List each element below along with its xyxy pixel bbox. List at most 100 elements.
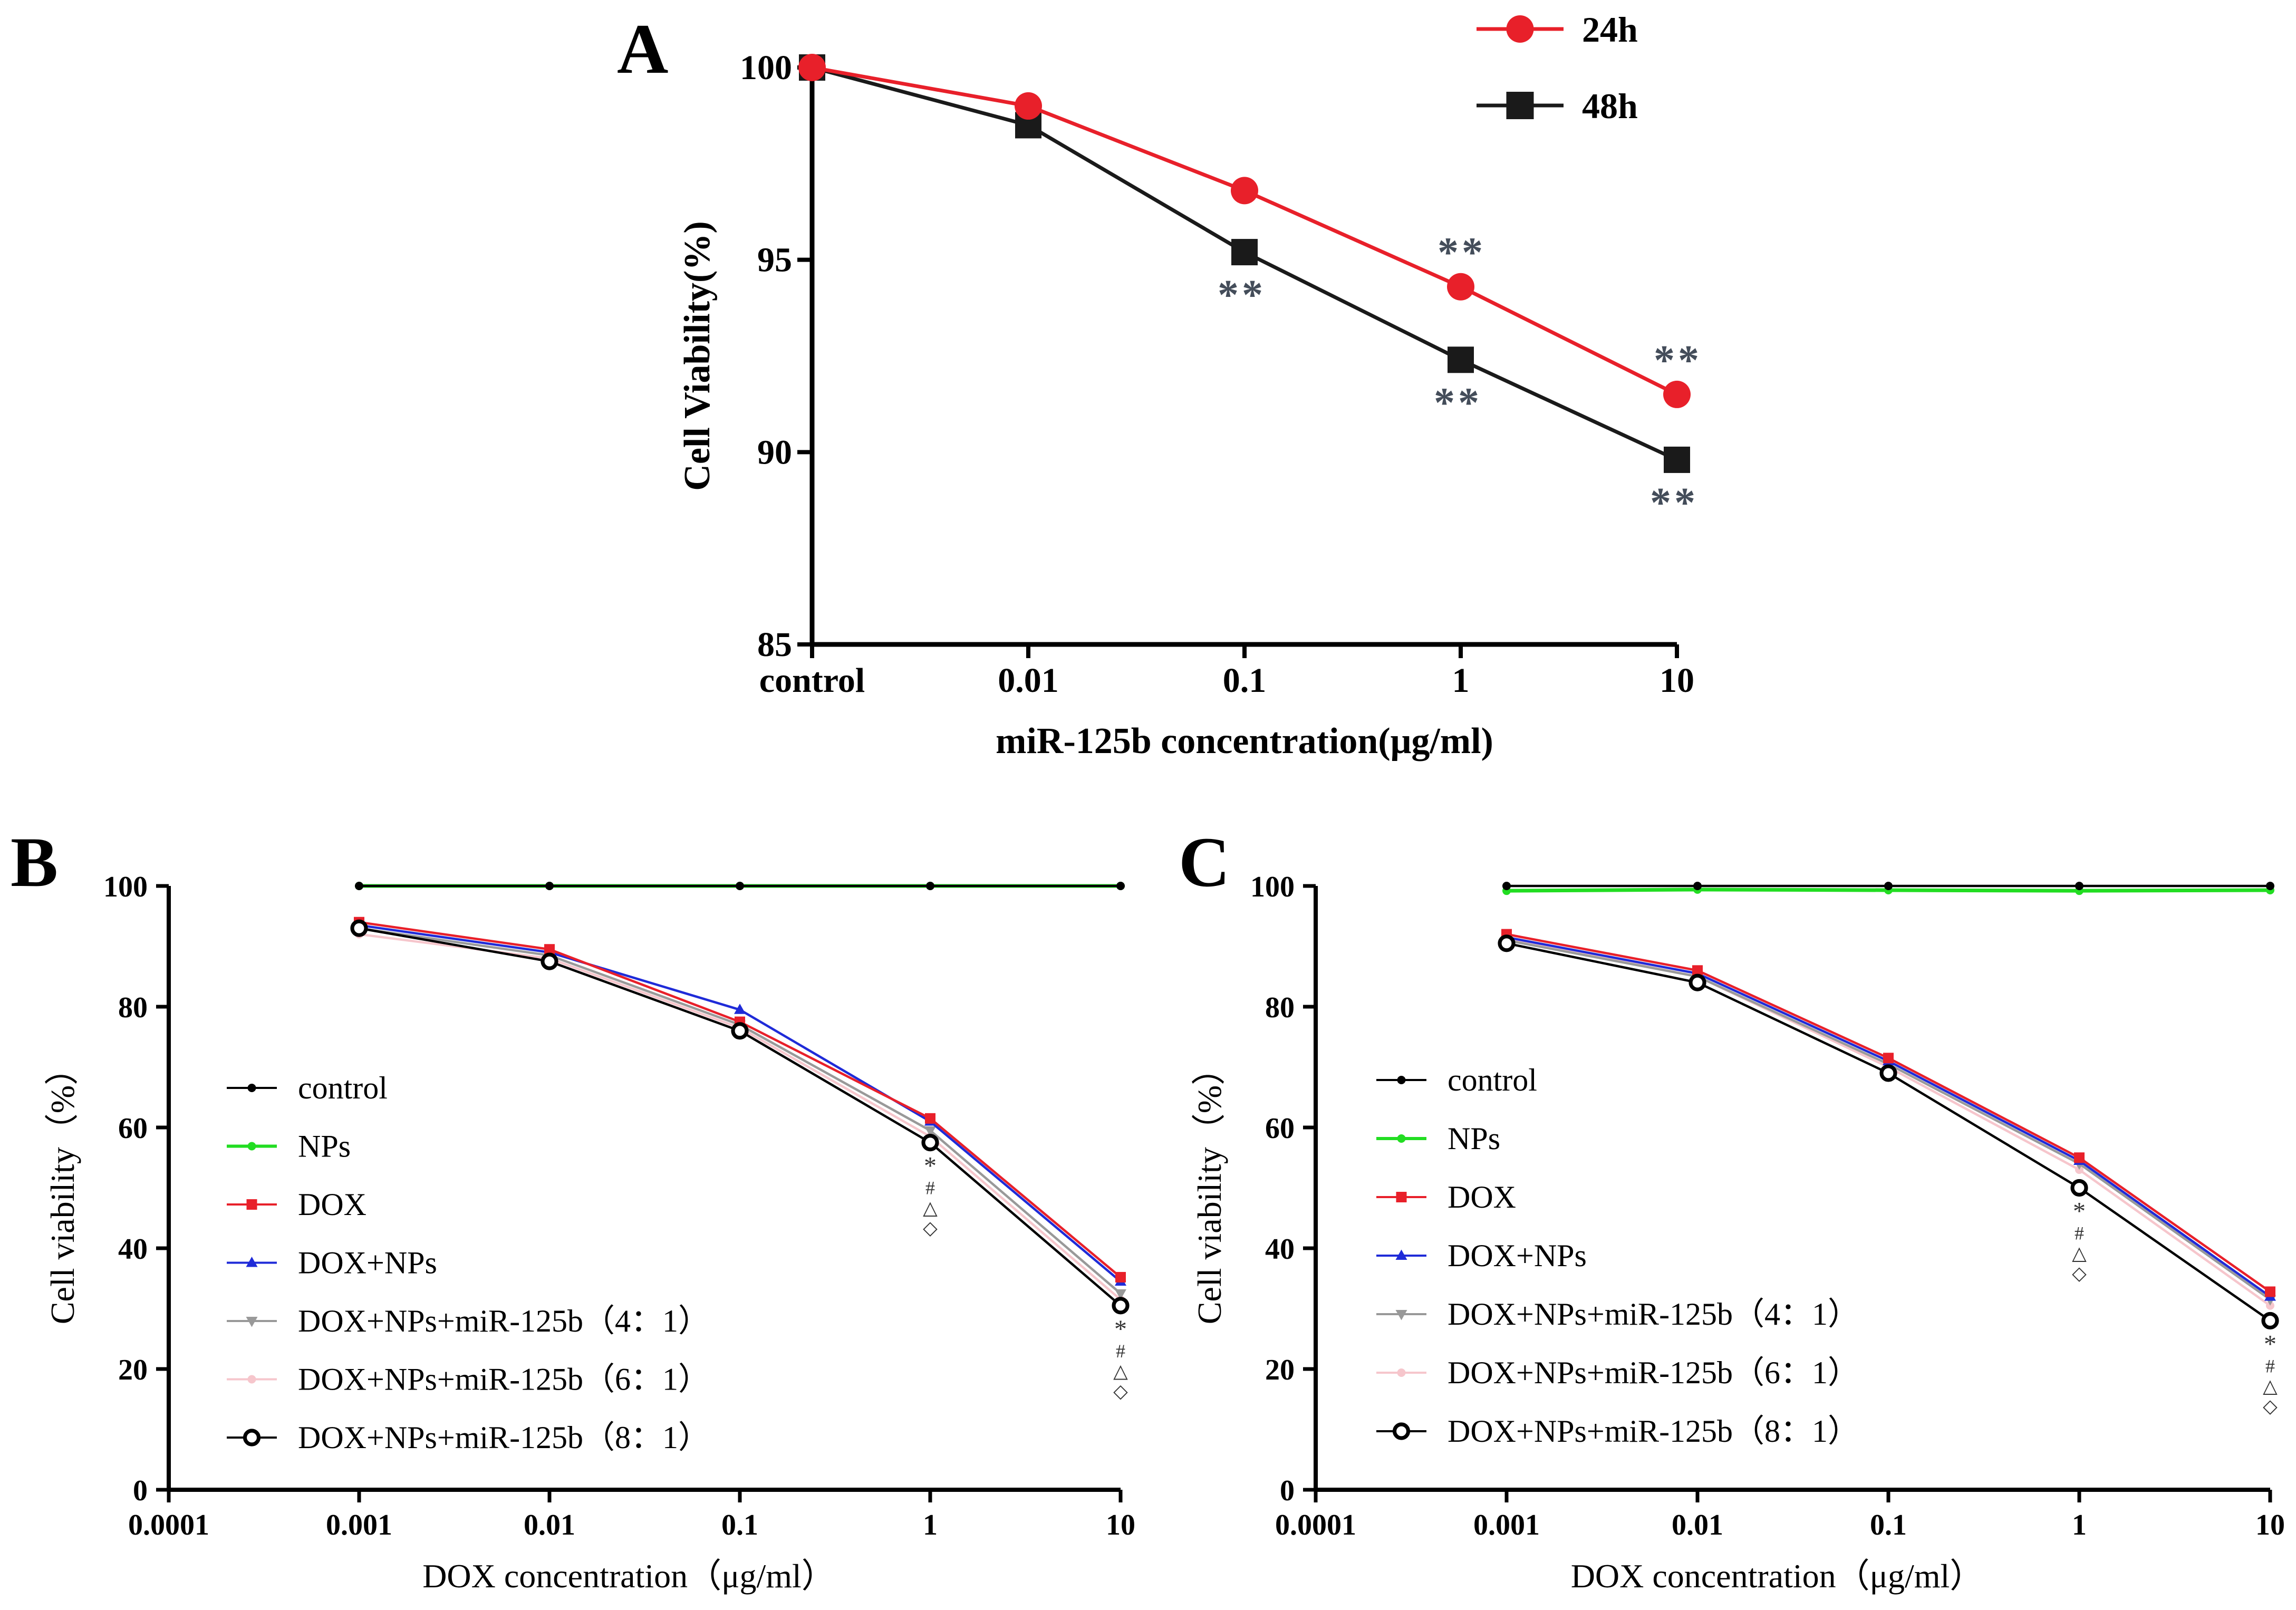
y-tick-label: 40 [1265, 1233, 1295, 1266]
significance-annotation: # [925, 1178, 935, 1199]
data-point-control [2266, 882, 2274, 890]
y-tick-label: 80 [1265, 991, 1295, 1024]
panel-label-b: B [11, 823, 58, 902]
data-point-dox [1883, 1053, 1894, 1064]
x-tick-label: 10 [2255, 1509, 2285, 1541]
legend-label-nps: NPs [298, 1129, 351, 1164]
significance-annotation: ** [1218, 272, 1266, 319]
x-tick-label: 0.01 [524, 1509, 575, 1541]
legend-marker-dox-nps-mir-125b-4-1 [1395, 1310, 1407, 1320]
significance-annotation: △ [2072, 1243, 2087, 1264]
x-tick-label: 0.1 [721, 1509, 758, 1541]
data-point-24h [1015, 92, 1042, 120]
legend-label-dox-nps-mir-125b-8-1: DOX+NPs+miR-125b（8：1） [298, 1420, 710, 1455]
series-line-dox-nps-mir-125b-6-1 [1506, 937, 2271, 1307]
data-point-48h [1448, 346, 1474, 373]
data-point-dox-nps-mir-125b-8-1 [350, 919, 368, 937]
data-point-dox-nps-mir-125b-4-1 [924, 1126, 936, 1137]
series-line-dox-nps-mir-125b-8-1 [1506, 942, 2271, 1322]
y-tick-label: 90 [757, 433, 792, 471]
significance-annotation: ** [1650, 480, 1699, 526]
data-point-dox-nps [734, 1004, 746, 1014]
data-point-dox [2074, 1152, 2085, 1163]
legend-label-dox: DOX [298, 1187, 366, 1222]
panel-c-cell-viability-dox: C 0 20 40 60 80 100 0.0001 0.001 0.01 0.1 1 10 DOX co… [1179, 823, 2285, 1595]
significance-annotation: △ [1113, 1361, 1128, 1382]
x-tick-label: 0.1 [1223, 661, 1267, 700]
legend-label-nps: NPs [1448, 1121, 1500, 1156]
legend-label-control: control [1448, 1063, 1537, 1097]
data-point-dox-nps-mir-125b-8-1 [2070, 1179, 2088, 1197]
legend-marker-dox-nps [246, 1257, 258, 1267]
panel-b-cell-viability-dox: B 0 20 40 60 80 100 0.0001 0.001 0.01 0.1 1 10 DOX co… [11, 823, 1135, 1595]
legend-label-dox-nps: DOX+NPs [298, 1246, 437, 1280]
data-point-control [1884, 882, 1893, 890]
data-point-control [1693, 882, 1702, 890]
series-dox-nps [353, 919, 1126, 1286]
legend-marker-nps [247, 1142, 256, 1151]
y-tick-label: 85 [757, 625, 792, 664]
legend-label-control: control [298, 1071, 388, 1105]
legend-marker-dox [1396, 1192, 1407, 1202]
data-point-24h [1231, 177, 1258, 205]
y-axis-title: Cell viability（%） [1191, 1052, 1228, 1324]
series-line-dox-nps [1506, 936, 2271, 1298]
panel-label-a: A [617, 10, 669, 89]
x-axis-title: DOX concentration（μg/ml） [422, 1557, 835, 1595]
x-tick-label: 10 [1106, 1509, 1135, 1541]
y-tick-label: 80 [118, 991, 148, 1024]
y-axis-title: Cell viability（%） [44, 1052, 81, 1324]
y-tick-label: 100 [103, 871, 148, 903]
y-tick-label: 20 [118, 1354, 148, 1386]
series-48h [799, 54, 1690, 473]
data-point-dox-nps-mir-125b-8-1 [541, 952, 558, 970]
significance-annotation: * [1114, 1315, 1127, 1343]
significance-annotation: # [2265, 1355, 2275, 1376]
data-point-dox-nps-mir-125b-8-1 [1689, 973, 1706, 991]
series-dox-nps [1501, 931, 2276, 1301]
legend-marker-dox-nps-mir-125b-8-1 [243, 1429, 261, 1447]
y-tick-label: 0 [1280, 1474, 1295, 1507]
significance-annotation: ◇ [923, 1218, 938, 1239]
series-dox [1501, 929, 2275, 1297]
series-dox-nps-mir-125b-6-1 [355, 930, 1125, 1304]
legend-label-dox-nps-mir-125b-6-1: DOX+NPs+miR-125b（6：1） [298, 1362, 710, 1397]
x-tick-label: 0.0001 [1275, 1509, 1356, 1541]
x-tick-label: control [759, 661, 865, 700]
legend-label-dox-nps-mir-125b-8-1: DOX+NPs+miR-125b（8：1） [1448, 1414, 1859, 1449]
significance-annotation: * [2073, 1198, 2086, 1226]
series-dox [354, 917, 1126, 1283]
x-tick-label: 0.0001 [128, 1509, 209, 1541]
y-tick-label: 100 [1250, 871, 1295, 903]
legend-marker-dox-nps [1395, 1249, 1407, 1260]
data-point-control [736, 882, 744, 890]
data-point-48h [1664, 446, 1690, 473]
series-line-dox-nps-mir-125b-8-1 [359, 927, 1122, 1307]
legend-marker-dox-nps-mir-125b-6-1 [1397, 1368, 1406, 1377]
x-axis-title: miR-125b concentration(μg/ml) [996, 721, 1493, 761]
significance-annotation: △ [923, 1198, 938, 1219]
x-tick-label: 0.01 [998, 661, 1059, 700]
significance-annotation: ◇ [2072, 1263, 2087, 1284]
series-line-dox [1506, 933, 2271, 1293]
y-tick-label: 20 [1265, 1354, 1295, 1386]
data-point-dox [2265, 1286, 2275, 1297]
series-line-dox [359, 921, 1122, 1278]
data-point-24h [1663, 380, 1691, 408]
significance-annotation: △ [2263, 1375, 2278, 1396]
significance-annotation: ◇ [1113, 1381, 1128, 1402]
y-tick-label: 60 [1265, 1112, 1295, 1145]
data-point-48h [1231, 239, 1258, 266]
legend-marker-dox-nps-mir-125b-6-1 [247, 1375, 256, 1384]
data-point-dox [544, 944, 555, 955]
data-point-dox-nps-mir-125b-8-1 [731, 1022, 749, 1040]
significance-annotation: ** [1654, 338, 1702, 384]
data-point-control [1116, 882, 1125, 890]
data-point-control [926, 882, 934, 890]
x-tick-label: 0.001 [326, 1509, 392, 1541]
series-line-dox-nps-mir-125b-6-1 [359, 933, 1122, 1301]
data-point-dox [1692, 965, 1703, 976]
significance-annotation: * [924, 1152, 937, 1180]
significance-annotation: # [1116, 1341, 1125, 1362]
